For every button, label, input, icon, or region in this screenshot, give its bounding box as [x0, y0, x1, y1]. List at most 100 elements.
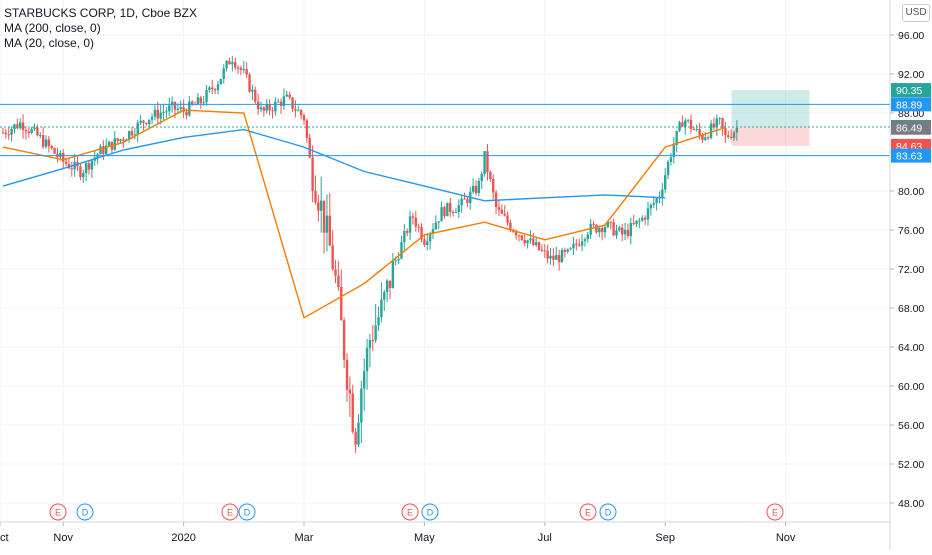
candle	[569, 247, 572, 251]
y-tick-label: 80.00	[898, 186, 924, 198]
candle	[127, 130, 131, 144]
candle	[715, 114, 718, 136]
candle	[302, 113, 306, 125]
ma20-line[interactable]	[2, 109, 726, 319]
candle	[24, 126, 28, 140]
price-badge-label: 86.49	[896, 123, 922, 135]
candle	[305, 118, 309, 143]
earnings-event-icon[interactable]: E	[766, 503, 784, 521]
candle	[529, 230, 532, 244]
candle	[254, 86, 257, 105]
symbol-title[interactable]: STARBUCKS CORP, 1D, Cboe BZX	[4, 6, 197, 20]
event-label: D	[605, 508, 612, 518]
x-tick-label: 2020	[171, 532, 195, 544]
candle	[635, 220, 638, 227]
candle	[532, 232, 535, 247]
ma200-legend[interactable]: MA (200, close, 0)	[4, 21, 101, 35]
dividend-event-icon[interactable]: D	[421, 503, 439, 521]
candle	[82, 169, 85, 184]
profit-zone[interactable]	[731, 90, 810, 127]
candle	[328, 192, 331, 246]
candle	[44, 135, 48, 149]
candle	[377, 306, 380, 332]
candles	[1, 55, 739, 453]
candle	[477, 177, 481, 197]
candle	[268, 99, 271, 116]
dividend-event-icon[interactable]: D	[599, 503, 617, 521]
dividend-event-icon[interactable]: D	[238, 503, 256, 521]
candle	[397, 251, 400, 264]
event-label: E	[585, 508, 591, 518]
candle	[540, 244, 544, 252]
candle	[36, 124, 39, 137]
candle	[572, 236, 575, 256]
candle	[205, 84, 208, 106]
drawings[interactable]	[0, 90, 890, 157]
event-label: E	[407, 508, 413, 518]
candle	[363, 358, 366, 411]
candle	[334, 259, 337, 284]
dividend-event-icon[interactable]: D	[76, 503, 94, 521]
candle	[337, 260, 340, 291]
candle	[107, 140, 111, 147]
candle	[182, 99, 185, 118]
candle	[148, 119, 151, 130]
candle	[248, 72, 251, 93]
candle	[371, 324, 374, 351]
candle	[666, 159, 670, 179]
y-tick-label: 52.00	[898, 459, 924, 471]
candle	[279, 98, 283, 114]
candle	[354, 428, 357, 453]
y-tick-label: 72.00	[898, 264, 924, 276]
candle	[70, 161, 73, 177]
candle	[724, 121, 727, 143]
candle	[460, 196, 463, 213]
candle	[466, 196, 469, 208]
candle	[19, 118, 22, 130]
candle	[686, 119, 690, 124]
candle	[698, 123, 701, 140]
candle	[191, 100, 194, 106]
candle	[552, 248, 555, 267]
ma20-legend[interactable]: MA (20, close, 0)	[4, 36, 95, 50]
x-tick-label: Jul	[538, 532, 552, 544]
price-badge: 83.63	[891, 148, 931, 163]
candle	[443, 205, 446, 219]
candle	[47, 135, 51, 153]
candle	[380, 282, 383, 323]
candle	[428, 231, 432, 250]
candle	[543, 244, 546, 259]
ma200-line[interactable]	[2, 128, 666, 202]
candle	[643, 215, 647, 225]
candle	[471, 178, 475, 194]
candle	[520, 234, 524, 242]
currency-button[interactable]: USD	[902, 4, 930, 22]
earnings-event-icon[interactable]: E	[579, 503, 597, 521]
candle	[228, 57, 231, 65]
candle	[30, 126, 33, 135]
earnings-event-icon[interactable]: E	[49, 503, 67, 521]
earnings-event-icon[interactable]: E	[401, 503, 419, 521]
earnings-event-icon[interactable]: E	[221, 503, 239, 521]
candle	[4, 128, 8, 139]
candle	[426, 233, 429, 251]
candle	[492, 174, 495, 200]
candle	[457, 199, 460, 219]
candle	[497, 199, 501, 217]
candle	[145, 122, 148, 126]
candle	[331, 230, 334, 271]
stop-zone[interactable]	[731, 126, 810, 146]
candle	[732, 130, 736, 141]
x-tick-label: Nov	[776, 532, 796, 544]
candle	[236, 65, 240, 74]
candle	[489, 170, 492, 183]
price-badge-label: 88.89	[896, 99, 922, 111]
candle	[153, 105, 157, 121]
candle	[277, 98, 280, 103]
candle	[486, 143, 489, 181]
candle	[299, 108, 303, 120]
